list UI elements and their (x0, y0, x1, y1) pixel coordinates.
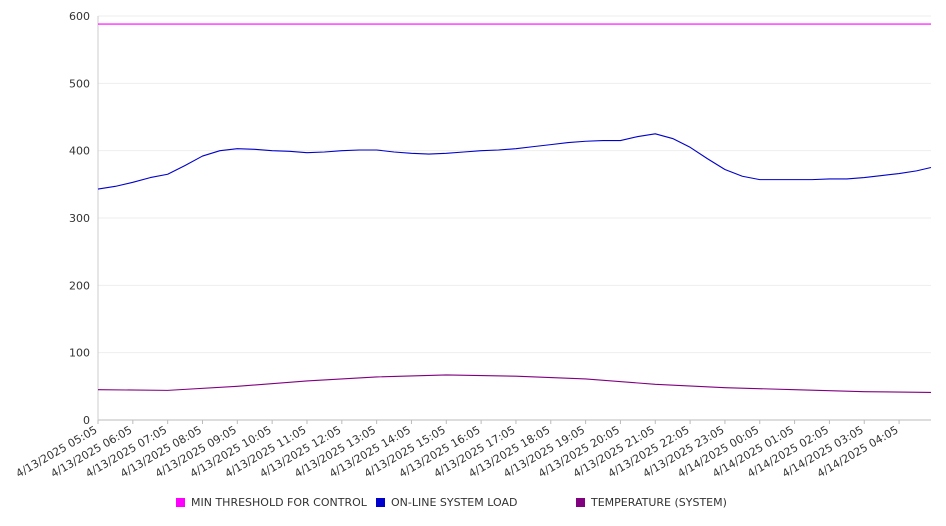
y-tick-label: 500 (69, 77, 90, 90)
legend-swatch (576, 498, 585, 507)
y-tick-label: 400 (69, 145, 90, 158)
y-axis: 0 100 200 300 400 500 600 (69, 10, 90, 427)
legend-item-system-load[interactable]: ON-LINE SYSTEM LOAD (376, 496, 517, 509)
line-chart: 0 100 200 300 400 500 600 4/13/2025 05:054/13/… (14, 10, 932, 480)
legend-swatch (176, 498, 185, 507)
y-tick-label: 300 (69, 212, 90, 225)
legend-label: TEMPERATURE (SYSTEM) (591, 496, 727, 509)
y-tick-label: 100 (69, 347, 90, 360)
legend: MIN THRESHOLD FOR CONTROL ON-LINE SYSTEM… (0, 496, 946, 516)
legend-item-min-threshold[interactable]: MIN THRESHOLD FOR CONTROL (176, 496, 367, 509)
grid-lines (97, 15, 931, 421)
series-line-2 (97, 374, 932, 393)
series-lines (97, 23, 932, 393)
legend-item-temperature[interactable]: TEMPERATURE (SYSTEM) (576, 496, 727, 509)
legend-swatch (376, 498, 385, 507)
legend-label: MIN THRESHOLD FOR CONTROL (191, 496, 367, 509)
series-line-1 (97, 133, 932, 190)
x-axis: 4/13/2025 05:054/13/2025 06:054/13/2025 … (14, 420, 901, 480)
legend-label: ON-LINE SYSTEM LOAD (391, 496, 518, 509)
y-tick-label: 600 (69, 10, 90, 23)
y-tick-label: 0 (83, 414, 90, 427)
y-tick-label: 200 (69, 279, 90, 292)
